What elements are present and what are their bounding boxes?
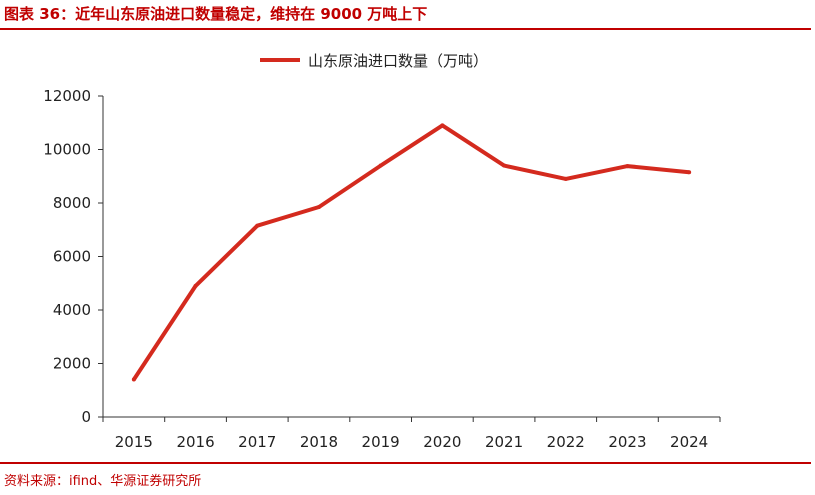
series-layer [131,123,692,382]
source-rule [0,462,811,464]
x-tick-label: 2021 [485,433,523,451]
source-note: 资料来源：ifind、华源证券研究所 [4,474,202,489]
x-tick-label: 2016 [176,433,214,451]
y-tick-label: 6000 [53,248,91,266]
x-tick-label: 2019 [362,433,400,451]
legend-label: 山东原油进口数量（万吨） [308,52,488,70]
x-tick-label: 2023 [608,433,646,451]
y-tick-label: 0 [81,408,91,426]
x-tick-label: 2015 [115,433,153,451]
x-tick-label: 2022 [547,433,585,451]
data-point [563,176,568,181]
y-tick-label: 8000 [53,194,91,212]
data-point [440,123,445,128]
series-line [132,123,690,381]
x-tick-label: 2017 [238,433,276,451]
x-tick-label: 2018 [300,433,338,451]
data-point [255,223,260,228]
title-rule [0,28,811,30]
data-point [502,163,507,168]
y-tick-label: 2000 [53,355,91,373]
figure-title: 图表 36：近年山东原油进口数量稳定，维持在 9000 万吨上下 [4,5,428,23]
data-point [131,377,136,382]
y-tick-label: 12000 [43,87,91,105]
y-tick-label: 4000 [53,301,91,319]
x-axis-ticks: 2015 2016 2017 2018 2019 2020 2021 2022 2023 2024 [102,417,721,451]
data-point [193,283,198,288]
y-tick-label: 10000 [43,141,91,159]
data-point [316,205,321,210]
y-axis-ticks: 0 2000 4000 6000 8000 10000 12000 [43,87,103,426]
x-tick-label: 2024 [670,433,708,451]
data-point [625,164,630,169]
data-point [378,163,383,168]
data-point [687,170,692,175]
x-tick-label: 2020 [423,433,461,451]
legend: 山东原油进口数量（万吨） [260,52,488,70]
line-chart: 山东原油进口数量（万吨） 0 2000 4000 6000 8000 10000 12000… [43,52,721,451]
